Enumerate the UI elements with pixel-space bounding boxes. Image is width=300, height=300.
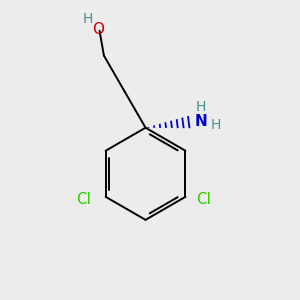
Text: H: H (195, 100, 206, 114)
Text: N: N (194, 114, 207, 129)
Text: Cl: Cl (196, 192, 211, 207)
Text: Cl: Cl (76, 192, 91, 207)
Text: H: H (82, 12, 93, 26)
Text: H: H (210, 118, 220, 132)
Text: O: O (92, 22, 104, 37)
